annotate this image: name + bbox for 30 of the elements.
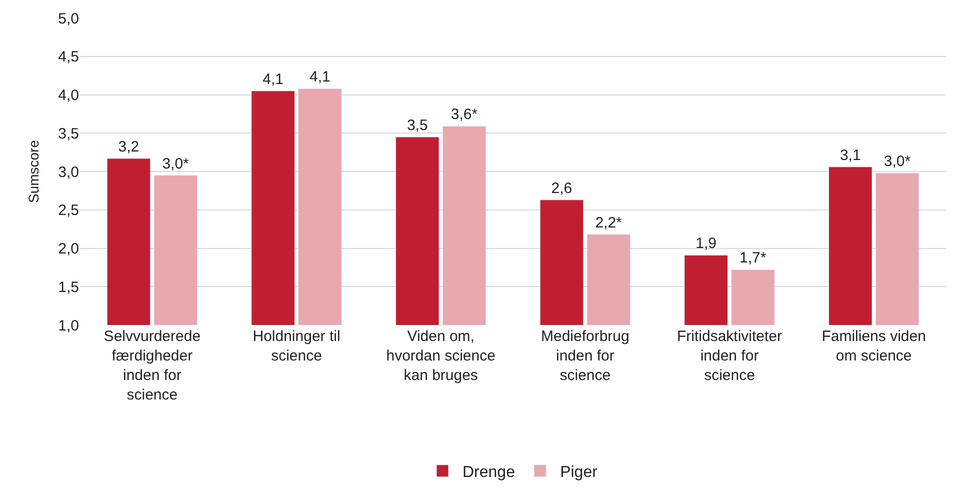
x-tick-label: Medieforbrug inden for science [540, 328, 630, 384]
y-axis-title: Sumscore [26, 140, 42, 204]
y-tick-label: 1,5 [58, 278, 79, 296]
y-tick-label: 2,0 [58, 240, 79, 258]
data-label: 3,5 [406, 116, 428, 134]
x-tick-label: Holdninger til science [252, 328, 340, 364]
y-tick-label: 3,0 [58, 164, 79, 181]
data-label: 3,6* [450, 106, 478, 124]
y-tick-label: 4,0 [58, 87, 79, 104]
data-label: 3,2 [118, 138, 140, 156]
x-tick-label: Familiens viden om science [822, 328, 926, 364]
data-label: 4,1 [262, 70, 284, 88]
data-label: 3,0* [884, 153, 911, 170]
y-tick-label: 5,0 [58, 10, 79, 28]
x-tick-label: Selvvurderede færdigheder inden for science [104, 328, 201, 404]
x-tick-label: Fritidsaktiviteter inden for science [676, 328, 782, 384]
x-tick-label: Viden om, hvordan science kan bruges [386, 328, 496, 384]
y-tick-label: 3,5 [58, 125, 79, 142]
data-label: 2,6 [551, 180, 572, 197]
legend-label: Piger [560, 464, 598, 482]
data-label: 4,1 [310, 68, 330, 86]
y-tick-label: 1,0 [58, 317, 79, 334]
y-tick-label: 4,5 [58, 48, 79, 66]
y-tick-label: 2,5 [58, 202, 79, 220]
data-label: 1,7* [740, 250, 766, 267]
data-label: 1,9 [696, 235, 716, 252]
data-label: 2,2* [595, 214, 622, 232]
data-label: 3,1 [840, 146, 861, 164]
data-label: 3,0* [162, 155, 190, 172]
legend-label: Drenge [462, 464, 516, 482]
